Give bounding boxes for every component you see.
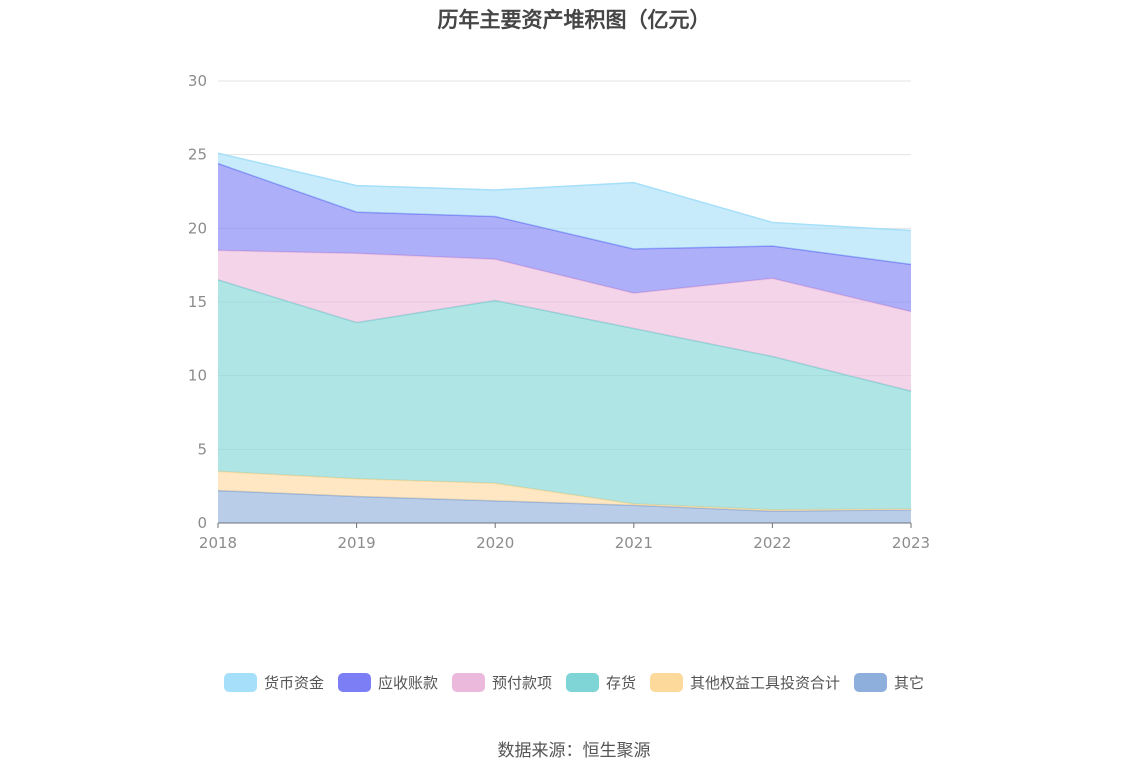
legend-label: 预付款项: [491, 674, 552, 692]
area-series-货币资金[interactable]: [218, 153, 911, 265]
legend-swatch: [451, 673, 485, 692]
y-tick-label: 20: [188, 219, 207, 237]
y-tick-label: 0: [197, 514, 207, 532]
y-tick-label: 5: [197, 440, 207, 458]
x-tick-label: 2018: [199, 534, 237, 552]
legend-swatch: [566, 673, 599, 692]
axes: 0 5 10 15 20 25 30 2018 2019 2020 2021 2022 2023: [188, 72, 930, 552]
legend-item[interactable]: 应收账款: [337, 672, 438, 693]
legend-item[interactable]: 货币资金: [223, 672, 324, 693]
legend-item[interactable]: 预付款项: [451, 672, 552, 693]
area-series-应收账款[interactable]: [218, 163, 911, 312]
legend-label: 货币资金: [263, 674, 324, 692]
x-tick-label: 2019: [338, 534, 376, 552]
legend-swatch: [854, 673, 888, 692]
legend-label: 其他权益工具投资合计: [690, 674, 841, 692]
legend-label: 其它: [894, 674, 925, 692]
x-tick-label: 2022: [753, 534, 791, 552]
legend-item[interactable]: 其它: [854, 672, 924, 693]
legend-item[interactable]: 存货: [566, 672, 636, 693]
y-tick-label: 30: [188, 72, 207, 90]
legend-swatch: [223, 673, 257, 692]
legend-swatch: [337, 673, 371, 692]
legend-item[interactable]: 其他权益工具投资合计: [650, 672, 840, 693]
data-source-note: 数据来源：恒生聚源: [497, 741, 651, 761]
y-tick-label: 25: [188, 146, 207, 164]
area-series-预付款项[interactable]: [218, 250, 911, 392]
x-tick-label: 2021: [615, 534, 653, 552]
y-tick-label: 15: [188, 293, 207, 311]
legend-swatch: [650, 673, 684, 692]
area-series-其他权益工具投资合计[interactable]: [218, 471, 911, 512]
x-tick-label: 2023: [892, 534, 930, 552]
area-series: [217, 152, 912, 523]
y-tick-label: 10: [188, 367, 207, 385]
chart-title: 历年主要资产堆积图（亿元）: [437, 8, 711, 32]
area-series-存货[interactable]: [218, 279, 911, 510]
legend-label: 存货: [606, 674, 637, 692]
area-series-其它[interactable]: [218, 490, 911, 523]
area-line-货币资金: [217, 152, 912, 232]
legend-label: 应收账款: [377, 674, 438, 692]
legend: 货币资金 应收账款 预付款项 存货 其他权益工具投资合计 其它: [0, 672, 1148, 693]
x-tick-label: 2020: [476, 534, 514, 552]
